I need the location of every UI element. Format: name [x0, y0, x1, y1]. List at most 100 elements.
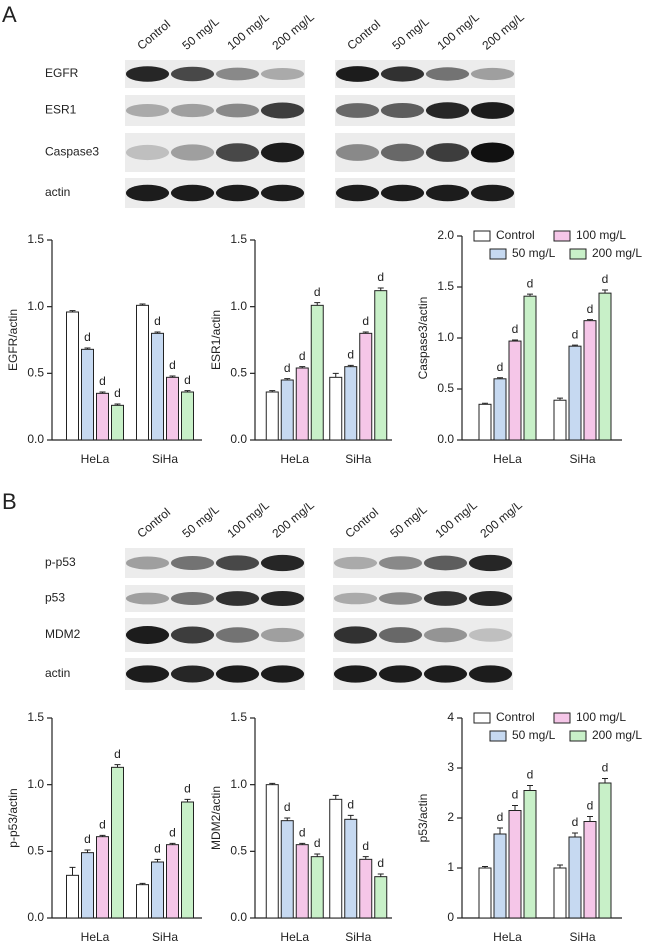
panel-label: A — [2, 2, 17, 27]
bar — [493, 833, 507, 919]
blot-band — [260, 142, 305, 163]
legend-swatch — [473, 712, 491, 724]
y-tick-label: 0.0 — [230, 432, 247, 446]
significance-label: d — [572, 327, 579, 341]
row-label: ESR1 — [45, 103, 77, 117]
blot-band — [333, 556, 378, 570]
blot-band — [378, 592, 423, 605]
x-tick-label: SiHa — [152, 452, 178, 466]
lane-label: 50 mg/L — [387, 502, 429, 541]
significance-label: d — [84, 330, 91, 344]
significance-label: d — [84, 832, 91, 846]
blot-band — [125, 556, 170, 570]
bar — [359, 332, 373, 441]
significance-label: d — [347, 348, 354, 362]
row-label: EGFR — [45, 66, 79, 80]
blot-band — [468, 554, 513, 572]
error-bar — [557, 397, 563, 401]
error-bar — [269, 390, 276, 392]
bar — [310, 304, 324, 441]
bar — [310, 856, 324, 919]
blot-band — [470, 67, 515, 81]
row-label: p53 — [45, 591, 65, 605]
blot-band — [335, 184, 380, 202]
y-tick-label: 2 — [447, 810, 454, 824]
blot-band — [378, 665, 423, 683]
blot-band — [380, 143, 425, 162]
significance-label: d — [299, 826, 306, 840]
bar — [280, 820, 294, 919]
x-tick-label: SiHa — [569, 452, 595, 466]
bar — [523, 790, 537, 919]
bar — [111, 766, 124, 919]
blot-band — [170, 626, 215, 644]
significance-label: d — [169, 826, 176, 840]
significance-label: d — [512, 322, 519, 336]
blot-band — [468, 665, 513, 683]
error-bar — [572, 832, 578, 837]
y-tick-label: 0.0 — [27, 432, 44, 446]
bar — [329, 376, 343, 441]
y-tick-label: 1 — [447, 860, 454, 874]
error-bar — [527, 785, 533, 791]
error-bar — [527, 293, 533, 297]
blot-band — [335, 66, 380, 82]
blot-band — [335, 144, 380, 161]
legend-label: Control — [496, 228, 535, 242]
blot-band — [170, 103, 215, 118]
legend-swatch — [553, 230, 571, 242]
error-bar — [587, 319, 593, 321]
bar — [151, 861, 164, 919]
lane-label: 100 mg/L — [224, 498, 272, 541]
error-bar — [299, 366, 306, 368]
blot-band — [215, 103, 260, 118]
lane-label: 200 mg/L — [479, 10, 527, 53]
blot-band — [170, 184, 215, 202]
blot-band — [470, 142, 515, 163]
lane-label: Control — [342, 505, 381, 541]
error-bar — [114, 764, 121, 768]
significance-label: d — [377, 856, 384, 870]
blot-band — [260, 665, 305, 683]
blot-band — [378, 627, 423, 643]
significance-label: d — [99, 374, 106, 388]
bar — [166, 376, 179, 441]
x-tick-label: HeLa — [280, 452, 309, 466]
blot-band — [125, 66, 170, 82]
bar — [374, 876, 388, 919]
y-tick-label: 0.5 — [27, 366, 44, 380]
legend-label: 50 mg/L — [512, 728, 556, 742]
blot-band — [423, 555, 468, 571]
significance-label: d — [99, 818, 106, 832]
error-bar — [482, 866, 488, 868]
y-tick-label: 0.5 — [27, 844, 44, 858]
y-tick-label: 1.5 — [27, 710, 44, 724]
blot-band — [170, 66, 215, 82]
legend-label: 50 mg/L — [512, 246, 556, 260]
error-bar — [299, 842, 306, 845]
lane-label: 200 mg/L — [269, 498, 317, 541]
bar — [583, 320, 597, 441]
bar — [493, 378, 507, 441]
y-axis-title: MDM2/actin — [209, 786, 223, 850]
blot-band — [425, 67, 470, 81]
y-tick-label: 1.5 — [230, 710, 247, 724]
significance-label: d — [527, 768, 534, 782]
blot-band — [260, 68, 305, 80]
lane-label: 50 mg/L — [179, 502, 221, 541]
blot-band — [125, 104, 170, 117]
lane-label: Control — [134, 505, 173, 541]
y-axis-title: ESR1/actin — [209, 310, 223, 370]
blot-band — [468, 628, 513, 642]
row-label: p-p53 — [45, 555, 76, 569]
error-bar — [362, 331, 369, 334]
blot-band — [215, 184, 260, 202]
y-axis-title: Caspase3/actin — [416, 297, 430, 380]
significance-label: d — [497, 810, 504, 824]
bar — [136, 304, 149, 441]
y-tick-label: 1.0 — [27, 777, 44, 791]
lane-label: Control — [344, 17, 383, 53]
blot-band — [423, 627, 468, 643]
bar — [166, 844, 179, 919]
